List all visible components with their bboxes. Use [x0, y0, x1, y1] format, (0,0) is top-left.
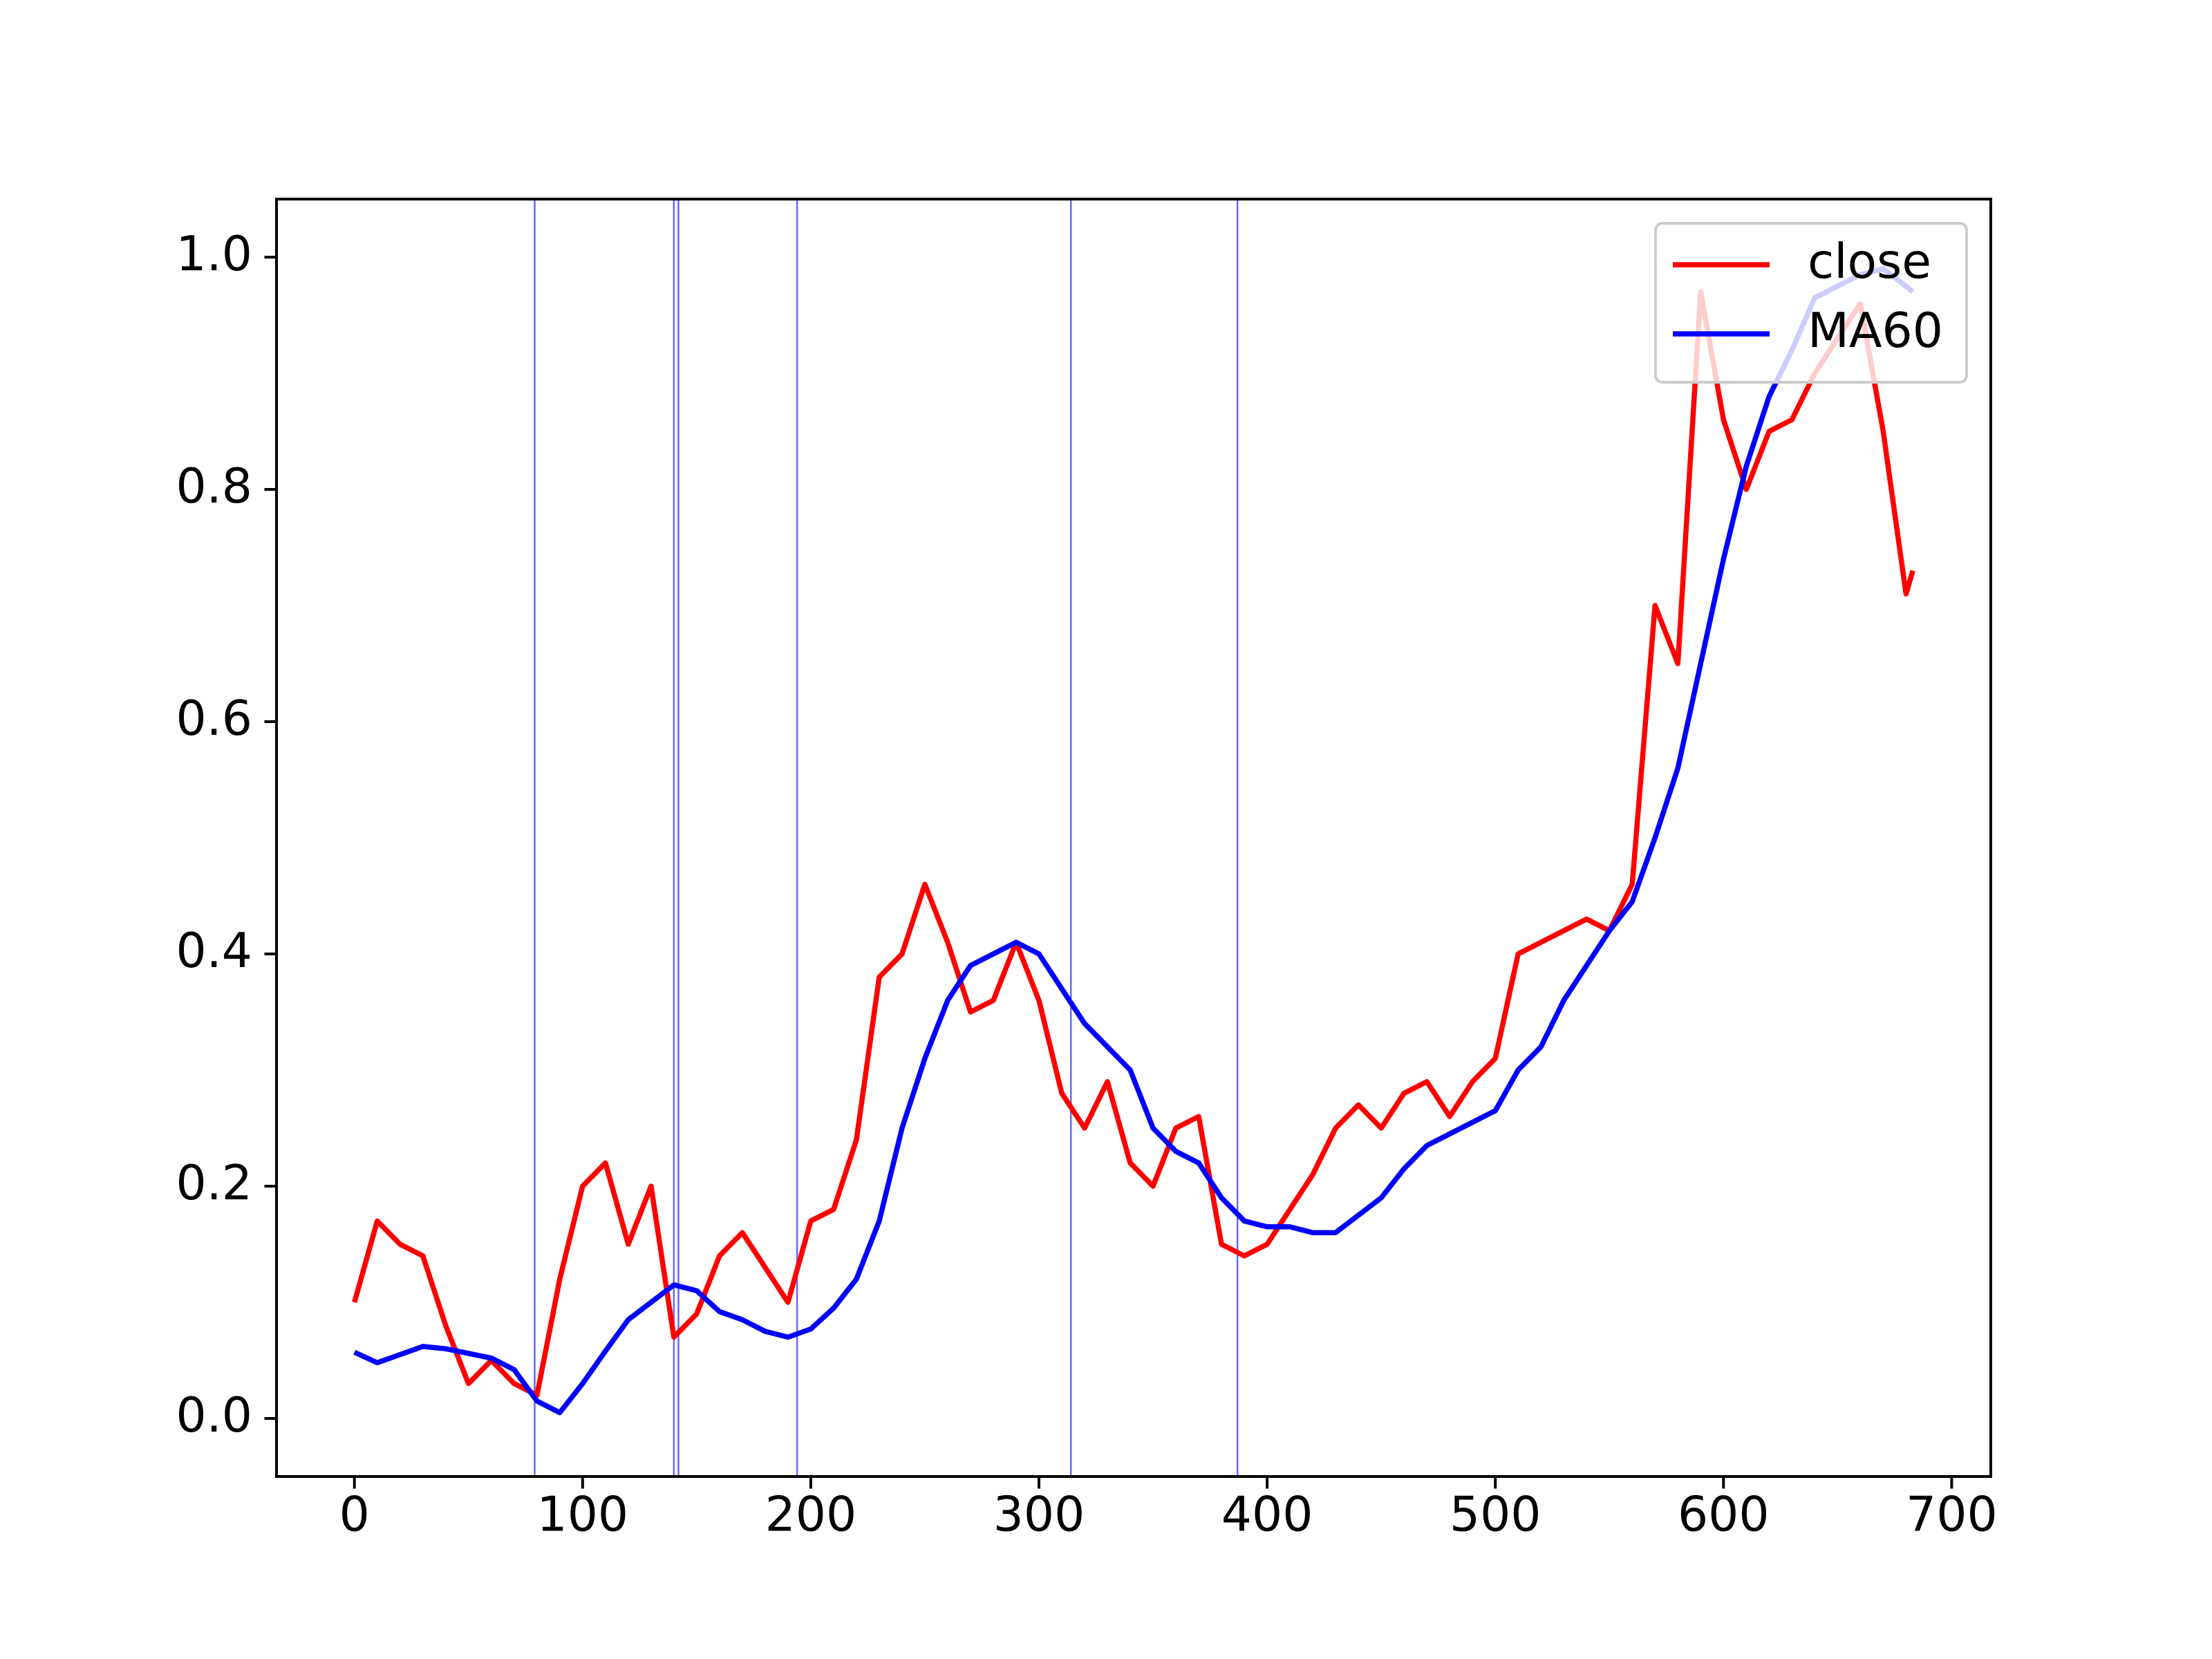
- y-tick-label: 0.0: [176, 1387, 252, 1443]
- legend-label: close: [1808, 234, 1931, 290]
- legend-label: MA60: [1808, 303, 1943, 359]
- x-tick-label: 300: [993, 1487, 1085, 1543]
- plot-frame: [275, 197, 1992, 1479]
- x-tick-label: 200: [765, 1487, 857, 1543]
- x-tick-label: 600: [1678, 1487, 1770, 1543]
- y-tick-label: 0.8: [176, 458, 252, 514]
- x-tick-label: 100: [536, 1487, 628, 1543]
- series-line: [352, 289, 1915, 1398]
- x-tick-label: 700: [1906, 1487, 1998, 1543]
- x-tick-label: 500: [1450, 1487, 1541, 1543]
- x-tick-label: 0: [339, 1487, 370, 1543]
- y-tick-label: 0.6: [176, 691, 252, 747]
- y-tick-label: 1.0: [176, 226, 252, 282]
- y-tick-label: 0.4: [176, 923, 252, 979]
- x-tick-label: 400: [1221, 1487, 1313, 1543]
- series-line: [353, 266, 1915, 1416]
- y-tick-label: 0.2: [176, 1155, 252, 1211]
